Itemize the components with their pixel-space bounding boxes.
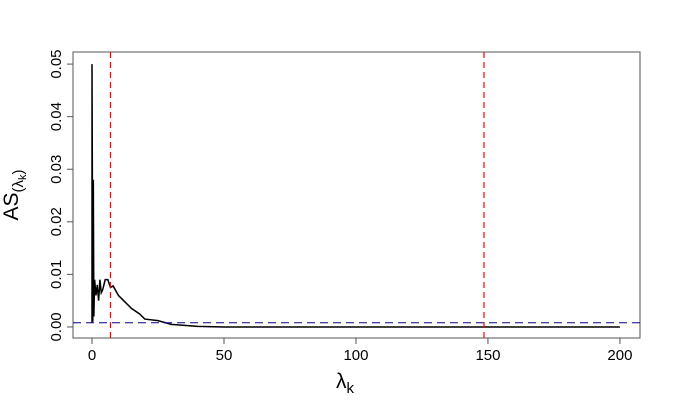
y-tick-label: 0.00 — [48, 312, 65, 341]
x-label-sub: k — [347, 380, 355, 397]
y-label-sub: (λ — [10, 179, 27, 192]
y-label-main: AS — [0, 192, 23, 220]
y-tick-label: 0.01 — [48, 260, 65, 289]
plot-frame — [72, 51, 641, 339]
y-tick-label: 0.02 — [48, 207, 65, 236]
x-tick-label: 100 — [343, 347, 368, 364]
y-label-close: ) — [10, 169, 27, 174]
x-tick-label: 0 — [88, 347, 96, 364]
y-tick-label: 0.03 — [48, 155, 65, 184]
y-axis-label: AS(λk) — [0, 169, 29, 220]
y-tick-label: 0.04 — [48, 102, 65, 131]
y-tick-label: 0.05 — [48, 49, 65, 78]
x-tick-label: 50 — [216, 347, 233, 364]
x-label-main: λ — [336, 370, 347, 393]
x-tick-label: 150 — [475, 347, 500, 364]
x-tick-label: 200 — [607, 347, 632, 364]
x-axis-label: λk — [336, 370, 355, 397]
data-line — [91, 64, 620, 328]
y-label-subsub: k — [17, 174, 29, 180]
